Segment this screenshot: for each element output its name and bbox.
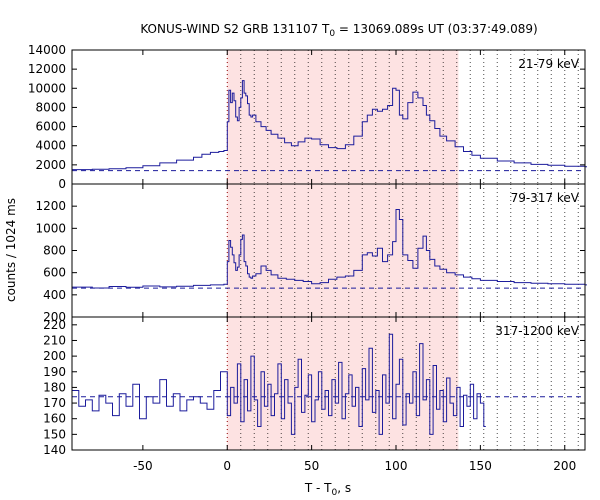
- y-tick-label: 600: [43, 266, 66, 280]
- y-tick-label: 2000: [35, 158, 66, 172]
- series-line-3: [72, 333, 486, 435]
- shaded-interval: [227, 50, 459, 184]
- x-tick-label: 0: [223, 459, 231, 473]
- y-tick-label: 800: [43, 244, 66, 258]
- y-tick-label: 160: [43, 412, 66, 426]
- panel-2: 200 400 600 800 1000 1200 79-317 keV: [35, 183, 587, 324]
- series-line-2: [72, 209, 587, 289]
- y-tick-label: 0: [58, 177, 66, 191]
- x-axis-title: T - T0, s: [304, 481, 351, 498]
- x-tick-labels: -50 0 50 100 150 200: [133, 459, 576, 473]
- y-tick-label: 14000: [28, 43, 66, 57]
- band-label: 79-317 keV: [511, 191, 580, 205]
- y-tick-label: 150: [43, 427, 66, 441]
- y-tick-label: 12000: [28, 62, 66, 76]
- y-tick-label: 4000: [35, 139, 66, 153]
- y-tick-label: 140: [43, 443, 66, 457]
- y-tick-label: 200: [43, 310, 66, 324]
- panel-1: 0 2000 4000 6000 8000 10000 12000 14000 21-79 ke…: [28, 43, 587, 191]
- x-tick-label: 50: [304, 459, 319, 473]
- shaded-interval: [227, 184, 459, 317]
- shaded-interval: [227, 317, 459, 450]
- y-tick-label: 10000: [28, 81, 66, 95]
- x-tick-label: 100: [385, 459, 408, 473]
- x-tick-label: -50: [133, 459, 153, 473]
- y-tick-label: 8000: [35, 100, 66, 114]
- y-tick-label: 1200: [35, 199, 66, 213]
- x-tick-label: 150: [469, 459, 492, 473]
- chart-title: KONUS-WIND S2 GRB 131107 T0 = 13069.089s…: [140, 22, 537, 39]
- y-tick-label: 6000: [35, 120, 66, 134]
- series-line-1: [72, 80, 587, 171]
- y-tick-label: 210: [43, 333, 66, 347]
- band-label: 317-1200 keV: [495, 324, 579, 338]
- x-tick-label: 200: [553, 459, 576, 473]
- band-label: 21-79 keV: [518, 57, 580, 71]
- y-tick-label: 400: [43, 288, 66, 302]
- y-tick-label: 200: [43, 349, 66, 363]
- y-tick-label: 1000: [35, 221, 66, 235]
- y-axis-title: counts / 1024 ms: [4, 198, 18, 302]
- panel-frame: [71, 316, 586, 451]
- y-tick-label: 220: [43, 318, 66, 332]
- y-tick-label: 180: [43, 380, 66, 394]
- chart-panels: 0 2000 4000 6000 8000 10000 12000 14000 21-79 ke…: [28, 43, 587, 457]
- y-tick-label: 190: [43, 365, 66, 379]
- y-tick-label: 170: [43, 396, 66, 410]
